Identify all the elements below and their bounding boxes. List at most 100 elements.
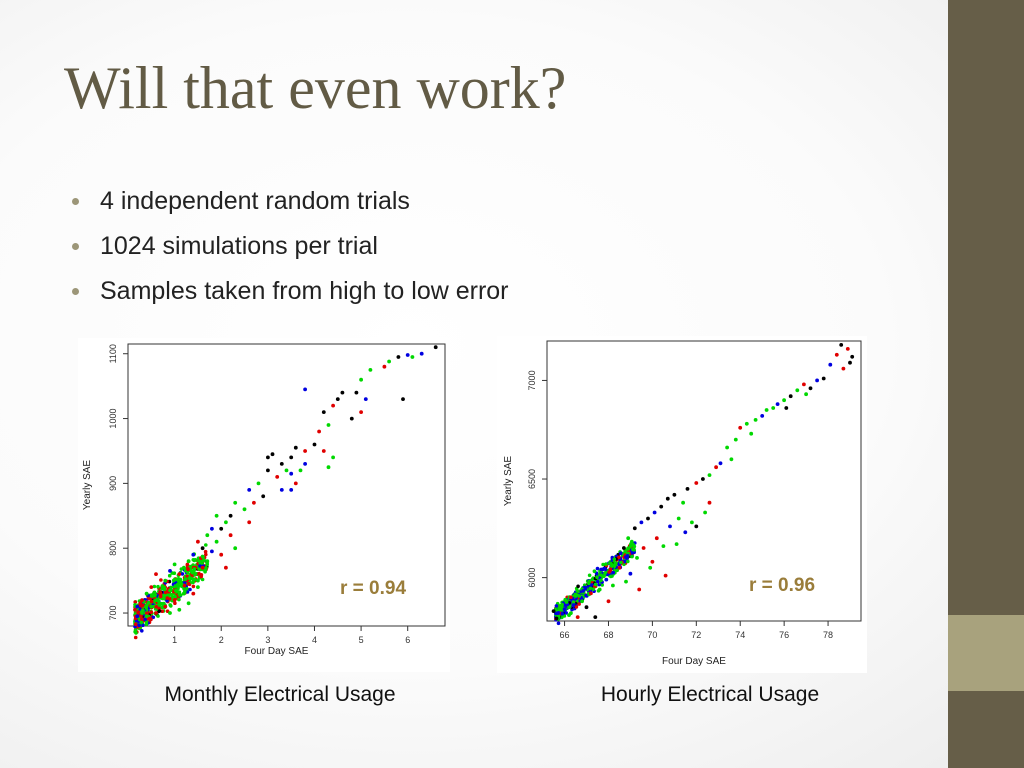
data-point [703,510,707,515]
bullet-item: 4 independent random trials [72,187,509,232]
x-tick-label: 2 [219,635,224,645]
data-point [252,500,256,505]
data-point [617,565,622,570]
data-point [186,601,191,606]
data-point [168,569,172,573]
cluster-point [562,614,567,618]
data-point [410,355,415,359]
cluster-point [191,584,196,589]
cluster-point [191,563,195,567]
cluster-point [136,610,140,614]
data-point [567,613,571,617]
slide-title: Will that even work? [64,55,567,121]
cluster-point [619,560,623,565]
data-point [200,546,205,551]
cluster-point [631,543,636,548]
data-point [433,345,438,350]
cluster-point [595,575,599,579]
cluster-point [626,559,630,564]
plot-frame [546,340,862,622]
y-axis-label: Yearly SAE [82,460,93,511]
data-point [834,352,839,357]
data-point [154,572,158,576]
cluster-point [587,579,592,584]
cluster-point [618,551,623,555]
cluster-point [138,601,143,605]
data-point [359,377,363,382]
cluster-point [615,568,619,573]
x-tick-label: 70 [647,630,657,640]
data-point [584,605,589,610]
cluster-point [177,592,181,596]
data-point [196,539,200,544]
data-point [284,468,289,473]
cluster-point [167,573,172,578]
data-point [718,461,723,466]
cluster-point [150,594,154,598]
cluster-point [631,547,635,552]
cluster-point [593,582,598,587]
x-tick-label: 66 [560,630,570,640]
cluster-point [173,601,177,605]
data-point [808,386,813,391]
cluster-point [554,616,559,621]
bullet-dot-icon [72,288,79,295]
data-point [714,465,718,470]
data-point [681,500,685,505]
data-point [144,591,149,596]
bullet-item: 1024 simulations per trial [72,232,509,277]
data-point [140,598,144,602]
data-point [782,398,786,403]
cluster-point [603,567,608,572]
data-point [321,449,326,453]
data-point [665,496,670,501]
data-point [270,452,275,457]
data-point [326,465,331,470]
data-point [219,526,224,531]
hourly-scatter-plot: 66 68 70 72 74 76 78 6000 6500 7000 Four Day SAE Ye… [497,336,867,673]
data-point [186,559,191,564]
cluster-point [564,611,568,615]
cluster-point [144,622,149,626]
data-point [266,468,270,473]
data-point [659,504,664,509]
cluster-point [144,605,149,609]
data-point [632,526,637,531]
data-point [154,598,158,602]
cluster-point [180,572,185,576]
cluster-point [595,566,600,571]
cluster-point [614,561,618,565]
cluster-point [204,552,208,557]
x-tick-label: 68 [603,630,613,640]
cluster-point [575,589,580,593]
data-point [163,604,168,609]
cluster-point [157,609,162,613]
cluster-point [571,600,576,604]
cluster-point [563,603,567,607]
data-point [707,473,712,477]
hourly-caption: Hourly Electrical Usage [600,683,820,706]
cluster-point [151,615,156,620]
data-point [401,397,405,401]
cluster-point [602,574,606,579]
cluster-point [587,573,592,578]
cluster-point [174,588,178,593]
cluster-point [157,603,162,607]
data-point [275,475,280,479]
data-point [839,343,844,347]
data-point [191,591,196,596]
data-point [672,492,677,497]
data-point [168,611,172,615]
data-point [738,425,743,430]
cluster-point [581,589,585,593]
cluster-point [160,609,165,613]
data-point [228,533,233,538]
data-point [256,481,261,486]
data-point [196,585,200,589]
cluster-point [600,583,604,587]
data-point [279,462,284,466]
data-point [191,552,196,557]
cluster-point [200,577,205,582]
cluster-point [203,549,208,554]
data-point [303,387,307,392]
